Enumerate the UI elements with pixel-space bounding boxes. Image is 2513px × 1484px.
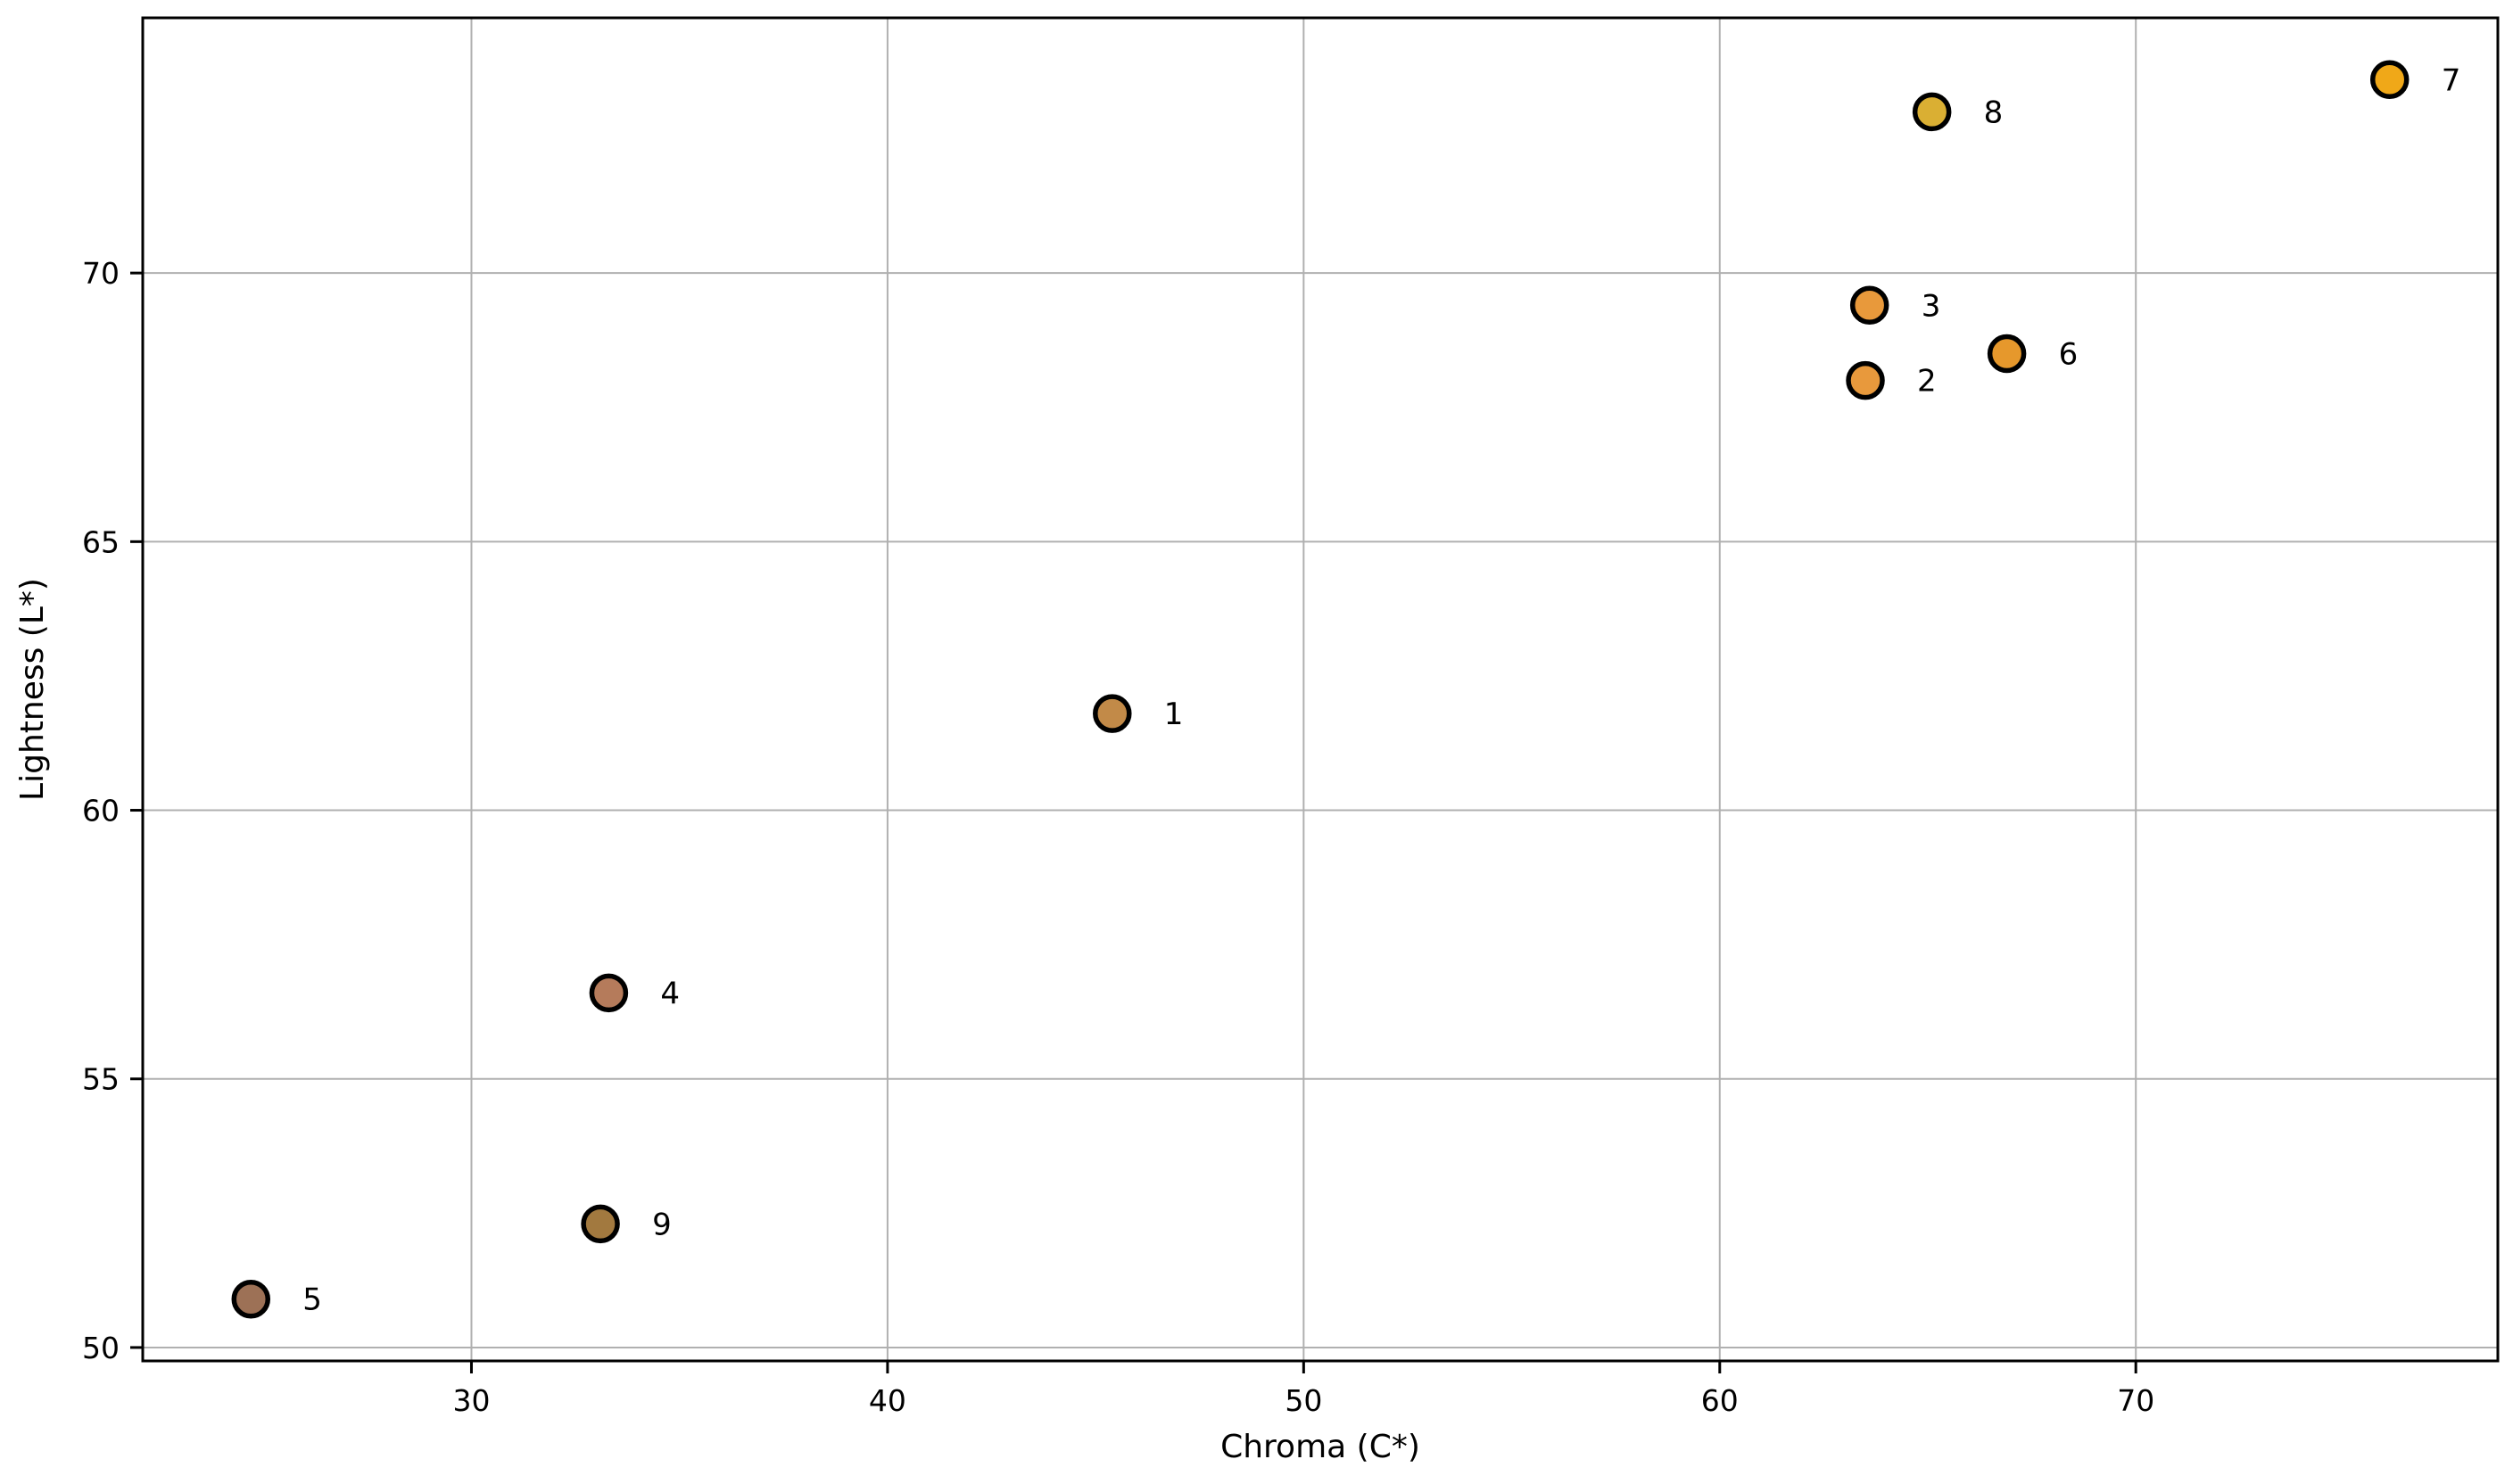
y-tick-label: 65 (82, 524, 120, 559)
y-tick-label: 50 (82, 1331, 120, 1365)
y-tick-label: 55 (82, 1062, 120, 1097)
data-point-label: 8 (1984, 95, 2004, 130)
x-tick-label: 60 (1701, 1383, 1739, 1418)
data-point (1846, 360, 1885, 400)
data-point-label: 3 (1922, 288, 1941, 324)
data-point-label: 9 (652, 1207, 672, 1242)
data-point (589, 973, 629, 1013)
x-axis-label: Chroma (C*) (1220, 1429, 1420, 1465)
y-tick-label: 70 (82, 256, 120, 291)
plot-border (141, 16, 2500, 1363)
data-point-label: 6 (2059, 337, 2079, 373)
point-layer: 1 2 3 4 5 6 7 8 9 (231, 60, 2461, 1319)
data-point (231, 1279, 271, 1319)
x-tick-label: 30 (452, 1383, 490, 1418)
data-point (1849, 285, 1889, 326)
y-tick-label: 60 (82, 794, 120, 829)
y-axis-label: Lightness (L*) (14, 578, 51, 801)
data-point-label: 2 (1917, 364, 1937, 400)
data-point (1987, 334, 2027, 374)
x-tick-label: 40 (869, 1383, 906, 1418)
data-point-label: 7 (2442, 62, 2461, 98)
data-point-label: 5 (302, 1282, 322, 1318)
x-tick-label: 50 (1285, 1383, 1322, 1418)
grid-layer (143, 18, 2498, 1361)
data-point-label: 4 (660, 976, 680, 1011)
data-point (2369, 60, 2410, 100)
data-point (581, 1204, 620, 1244)
x-tick-label: 70 (2117, 1383, 2154, 1418)
data-point-label: 1 (1164, 697, 1184, 732)
data-point (1093, 694, 1132, 733)
data-point (1912, 92, 1952, 132)
